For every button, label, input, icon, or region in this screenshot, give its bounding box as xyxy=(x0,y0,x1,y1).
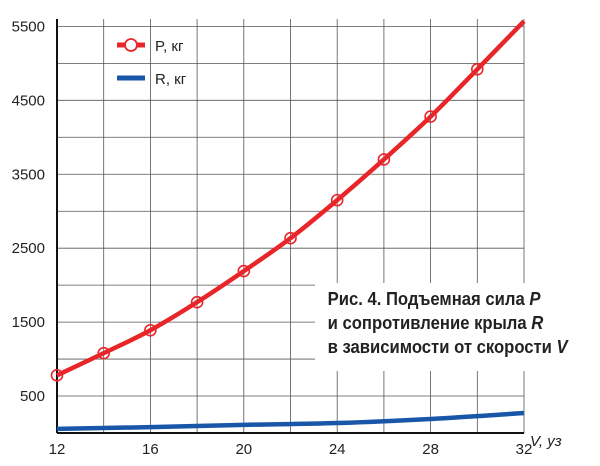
series-p-line xyxy=(56,19,526,378)
x-tick-label: 16 xyxy=(142,441,159,458)
series-p-point xyxy=(190,295,204,309)
y-tick-label: 4500 xyxy=(12,92,45,109)
legend-p-marker xyxy=(124,38,138,52)
tick-labels: 12 16 20 24 28 32 5500 4500 3500 2500 1500 500 xyxy=(12,18,533,458)
series-r-line xyxy=(56,410,525,432)
y-tick-label: 1500 xyxy=(12,314,45,331)
series-p-point xyxy=(424,110,437,123)
series-p-point xyxy=(330,193,344,207)
caption-line-2: и сопротивление крыла R xyxy=(327,312,544,333)
series-p-point xyxy=(144,323,157,337)
y-tick-label: 5500 xyxy=(12,18,45,35)
y-tick-label: 500 xyxy=(20,388,45,405)
x-tick-label: 28 xyxy=(422,441,439,458)
series-p-point xyxy=(377,153,391,166)
y-tick-label: 2500 xyxy=(12,240,45,257)
series xyxy=(50,19,526,432)
x-tick-label: 20 xyxy=(235,441,252,458)
legend-p-label: P, кг xyxy=(155,38,184,55)
x-tick-label: 12 xyxy=(49,441,66,458)
series-p-point xyxy=(284,231,297,245)
x-tick-label: 24 xyxy=(329,441,346,458)
caption-line-1: Рис. 4. Подъемная сила P xyxy=(327,288,541,309)
legend: P, кг R, кг xyxy=(117,38,187,88)
legend-r-label: R, кг xyxy=(155,71,187,88)
y-tick-label: 3500 xyxy=(12,166,45,183)
series-p-point xyxy=(237,264,251,278)
x-tick-label: 32 xyxy=(516,441,533,458)
series-p-point xyxy=(470,62,484,76)
figure-caption: Рис. 4. Подъемная сила P и сопротивление… xyxy=(315,283,572,371)
series-p-point xyxy=(50,369,64,382)
caption-line-3: в зависимости от скорости V xyxy=(327,336,568,357)
axes xyxy=(56,19,524,434)
series-p-point xyxy=(97,346,110,360)
x-axis-label: V, уз xyxy=(530,433,562,450)
